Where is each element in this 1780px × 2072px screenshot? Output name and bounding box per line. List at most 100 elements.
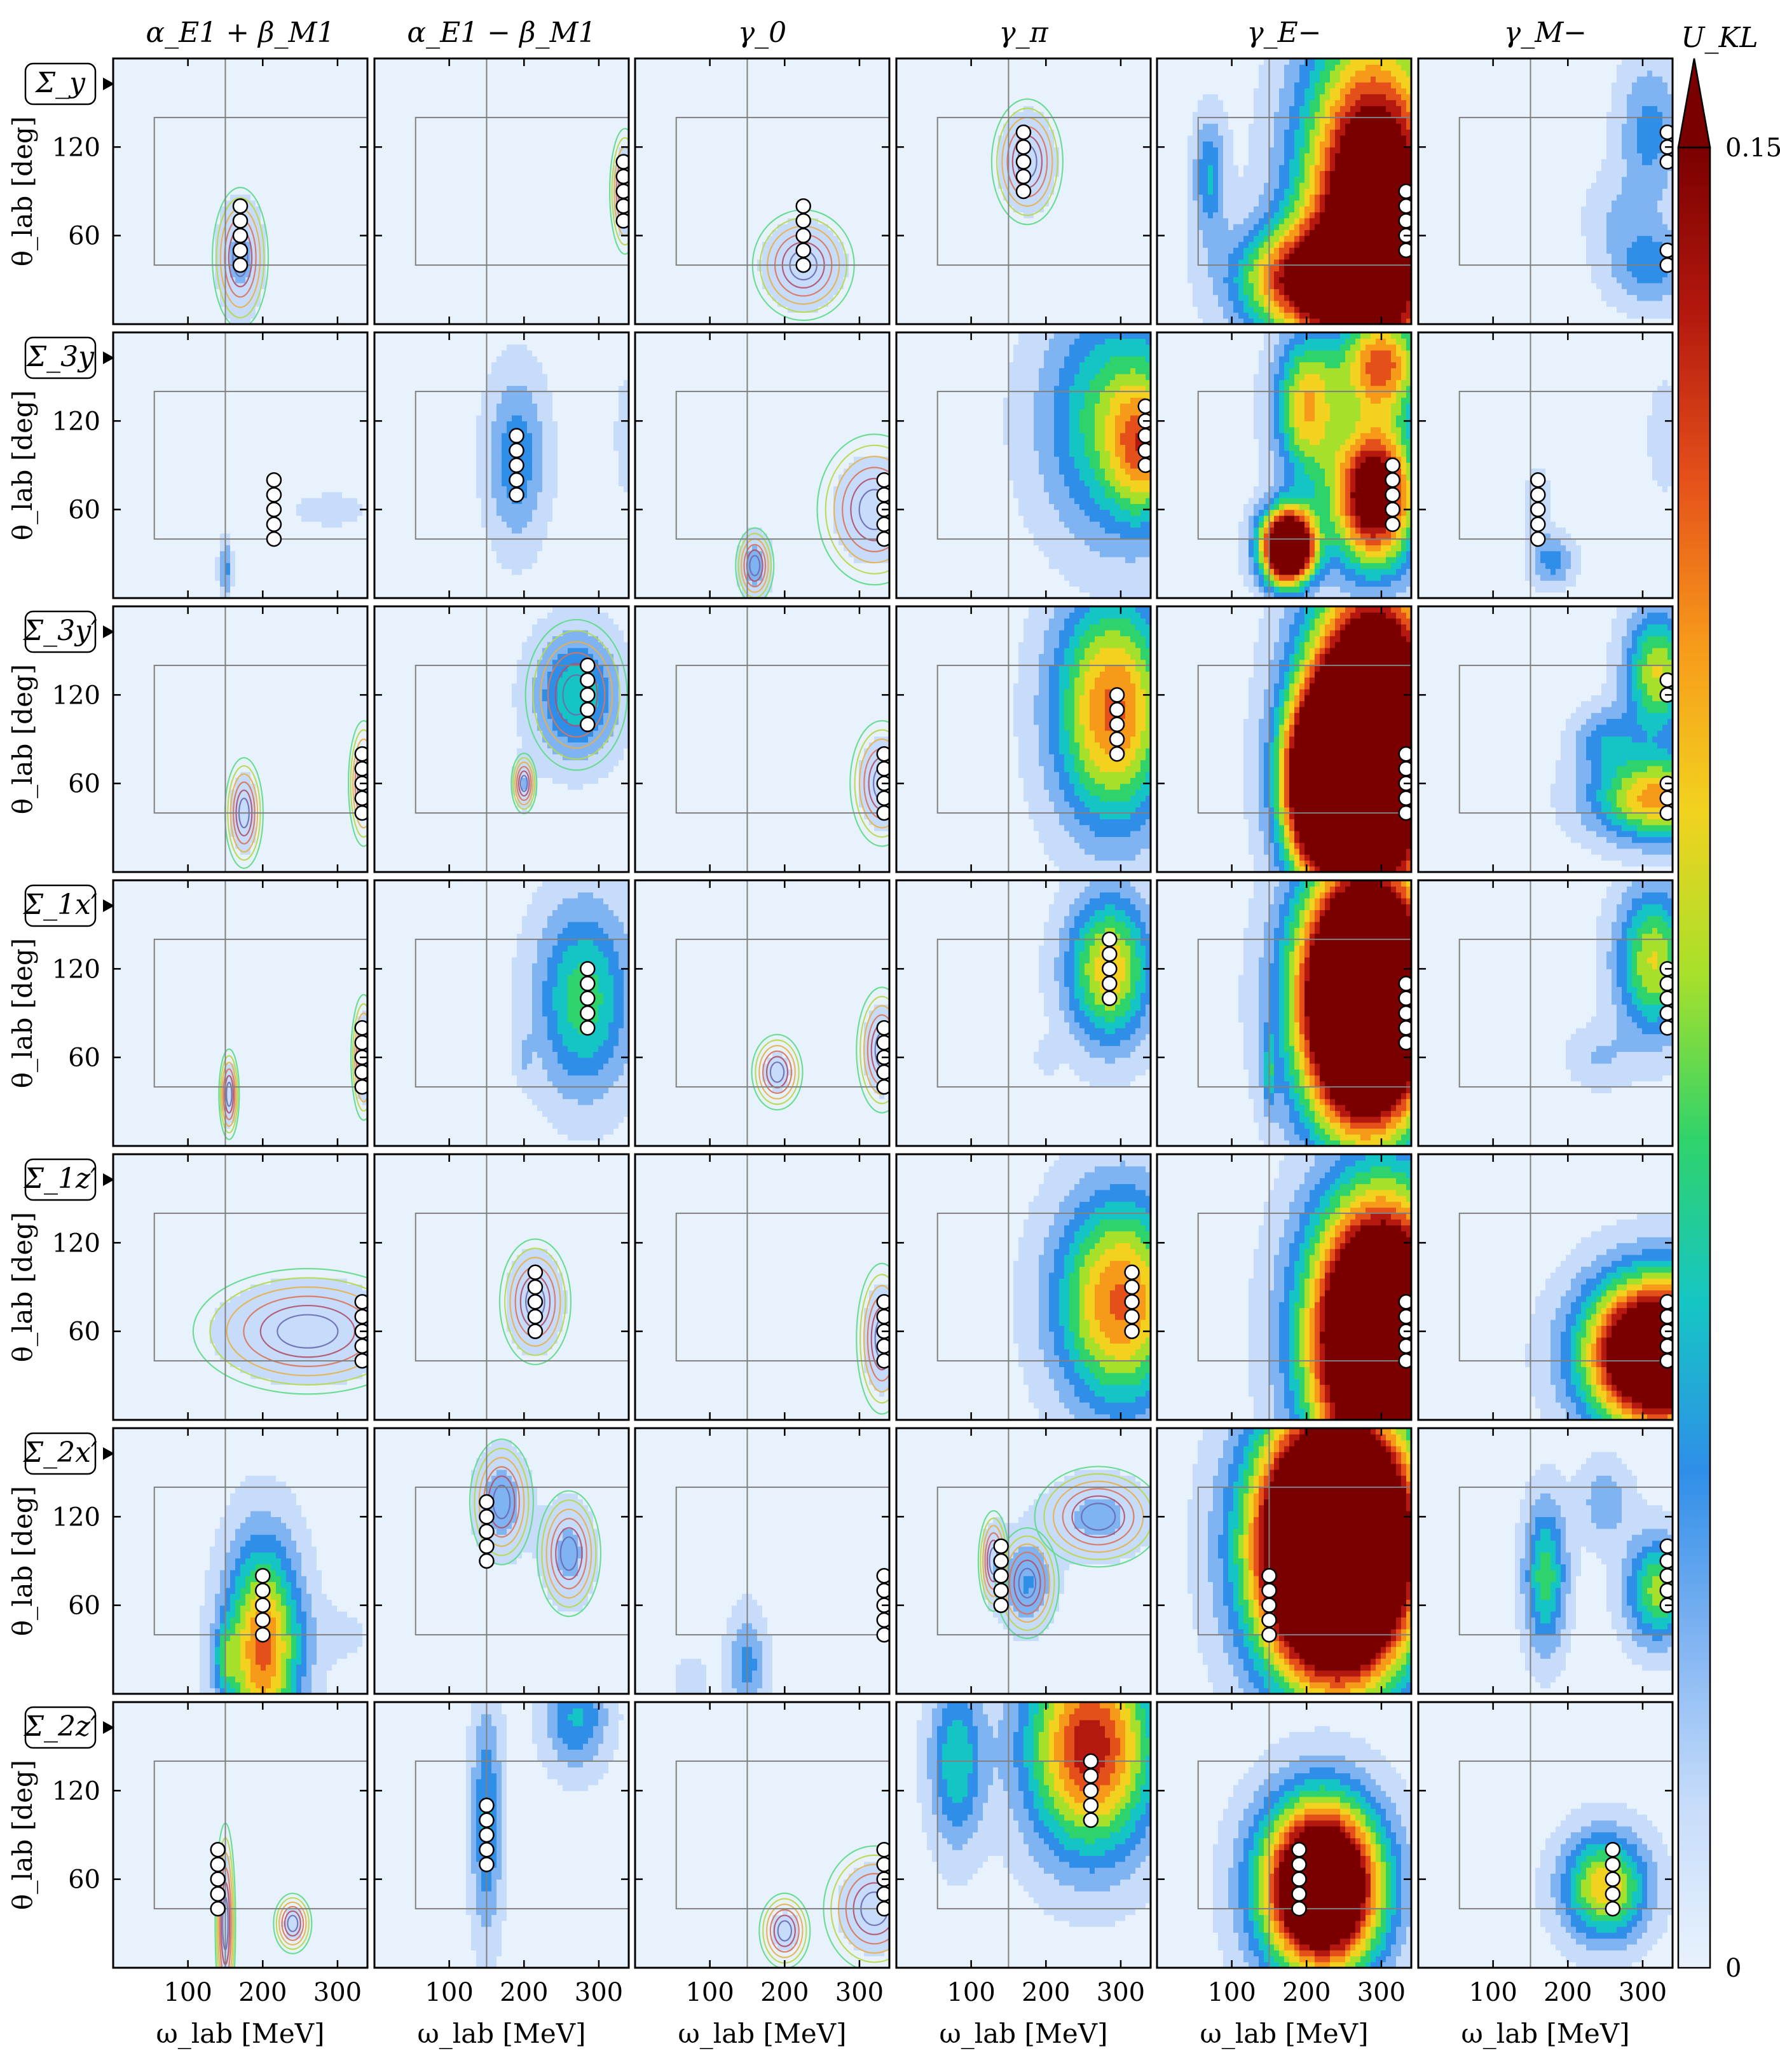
heat-cell xyxy=(380,312,385,318)
heat-cell xyxy=(420,177,426,183)
heat-cell xyxy=(645,224,651,230)
heat-cell xyxy=(332,141,338,147)
heat-cell xyxy=(608,118,614,124)
heat-cell xyxy=(496,135,502,142)
heat-cell xyxy=(342,242,348,248)
heat-cell xyxy=(471,159,477,165)
heat-cell xyxy=(593,100,599,106)
heat-cell xyxy=(301,170,307,177)
heat-cell xyxy=(118,283,124,289)
heat-cell xyxy=(195,94,200,100)
heat-cell xyxy=(552,271,558,277)
heat-cell xyxy=(491,170,497,177)
heat-cell xyxy=(512,82,517,88)
heat-cell xyxy=(174,188,180,194)
heat-cell xyxy=(451,165,456,171)
heat-cell xyxy=(588,271,594,277)
heat-cell xyxy=(583,188,589,194)
heat-cell xyxy=(400,135,406,142)
heat-cell xyxy=(517,182,523,189)
heat-cell xyxy=(261,106,266,112)
heat-cell xyxy=(184,254,190,260)
heat-cell xyxy=(385,194,390,201)
heat-cell xyxy=(430,135,436,142)
heat-cell xyxy=(681,289,687,295)
heat-cell xyxy=(446,271,451,277)
heat-cell xyxy=(563,147,568,153)
heat-cell xyxy=(261,254,266,260)
heat-cell xyxy=(352,135,358,142)
heat-cell xyxy=(159,312,165,318)
heat-cell xyxy=(405,112,411,118)
heat-cell xyxy=(240,170,246,177)
heat-cell xyxy=(230,170,236,177)
heat-cell xyxy=(342,170,348,177)
heat-cell xyxy=(532,265,538,271)
heat-cell xyxy=(301,277,307,283)
heat-cell xyxy=(522,224,528,230)
heat-cell xyxy=(306,165,312,171)
heat-cell xyxy=(645,283,651,289)
heat-cell xyxy=(573,177,578,183)
heat-cell xyxy=(650,283,656,289)
heat-cell xyxy=(410,212,416,219)
heat-cell xyxy=(322,76,327,83)
heat-cell xyxy=(347,141,353,147)
heat-cell xyxy=(301,165,307,171)
heat-cell xyxy=(118,188,124,194)
heat-cell xyxy=(291,159,297,165)
heat-cell xyxy=(347,182,353,189)
heat-cell xyxy=(512,159,517,165)
heat-cell xyxy=(395,312,400,318)
heat-cell xyxy=(476,289,482,295)
heat-cell xyxy=(466,218,472,224)
heat-cell xyxy=(547,153,553,160)
heat-cell xyxy=(357,147,363,153)
heat-cell xyxy=(144,100,149,106)
heat-cell xyxy=(306,123,312,130)
heat-cell xyxy=(666,64,671,71)
heat-cell xyxy=(347,177,353,183)
heat-cell xyxy=(380,64,385,71)
heat-cell xyxy=(512,312,517,318)
heat-cell xyxy=(512,165,517,171)
heat-cell xyxy=(159,188,165,194)
heat-cell xyxy=(645,247,651,254)
heat-cell xyxy=(655,129,661,135)
heat-cell xyxy=(502,301,507,307)
heat-cell xyxy=(291,229,297,236)
heat-cell xyxy=(583,306,589,313)
heat-cell xyxy=(306,247,312,254)
heat-cell xyxy=(347,289,353,295)
heat-cell xyxy=(139,224,144,230)
heat-cell xyxy=(430,182,436,189)
heat-cell xyxy=(134,218,139,224)
heat-cell xyxy=(281,141,287,147)
heat-cell xyxy=(461,212,467,219)
heat-cell xyxy=(471,177,477,183)
heat-cell xyxy=(400,153,406,160)
heat-cell xyxy=(598,265,604,271)
heat-cell xyxy=(317,212,322,219)
heat-cell xyxy=(200,106,205,112)
heat-cell xyxy=(144,170,149,177)
heat-cell xyxy=(240,100,246,106)
heat-cell xyxy=(342,159,348,165)
heat-cell xyxy=(451,153,456,160)
heat-cell xyxy=(134,147,139,153)
heat-cell xyxy=(471,271,477,277)
heat-cell xyxy=(547,254,553,260)
heat-cell xyxy=(154,295,160,301)
heat-cell xyxy=(169,141,175,147)
heat-cell xyxy=(235,188,241,194)
heat-cell xyxy=(317,106,322,112)
heat-cell xyxy=(134,170,139,177)
heat-cell xyxy=(169,165,175,171)
heat-cell xyxy=(281,265,287,271)
heat-cell xyxy=(547,147,553,153)
heat-cell xyxy=(266,306,271,313)
heat-cell xyxy=(385,271,390,277)
heat-cell xyxy=(425,141,431,147)
heat-cell xyxy=(317,147,322,153)
heat-cell xyxy=(661,153,666,160)
